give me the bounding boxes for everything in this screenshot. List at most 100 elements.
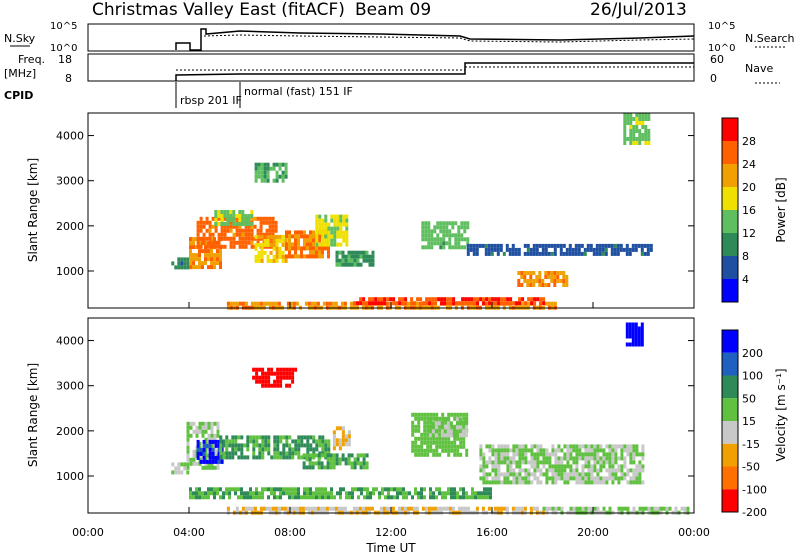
heatmap-cell <box>448 241 452 246</box>
heatmap-cell <box>445 233 449 238</box>
heatmap-cell <box>312 234 315 239</box>
heatmap-cell <box>632 480 636 485</box>
heatmap-cell <box>238 240 242 245</box>
heatmap-cell <box>423 412 427 417</box>
heatmap-cell <box>273 371 277 376</box>
y-tick-label: 4000 <box>56 335 84 348</box>
heatmap-cell <box>229 218 233 222</box>
heatmap-cell <box>303 254 306 259</box>
heatmap-cell <box>238 222 242 226</box>
heatmap-cell <box>395 301 399 306</box>
heatmap-cell <box>214 214 218 218</box>
heatmap-cell <box>252 375 256 380</box>
heatmap-cell <box>339 491 342 496</box>
heatmap-cell <box>241 506 245 511</box>
heatmap-cell <box>356 457 360 462</box>
heatmap-cell <box>387 495 390 500</box>
heatmap-cell <box>246 491 249 496</box>
heatmap-cell <box>556 275 560 279</box>
heatmap-cell <box>297 447 301 452</box>
heatmap-cell <box>629 129 633 133</box>
heatmap-cell <box>447 436 451 441</box>
heatmap-cell <box>421 237 425 242</box>
heatmap-cell <box>509 468 513 473</box>
heatmap-cell <box>566 480 570 485</box>
heatmap-cell <box>331 301 335 306</box>
heatmap-cell <box>451 225 455 230</box>
heatmap-cell <box>330 234 334 239</box>
heatmap-cell <box>683 506 687 511</box>
heatmap-cell <box>247 222 251 226</box>
heatmap-cell <box>229 244 233 249</box>
heatmap-cell <box>196 228 200 233</box>
heatmap-cell <box>433 241 437 246</box>
heatmap-cell <box>515 476 519 481</box>
colorbar-tick-label: 15 <box>742 415 756 428</box>
cpid-mode-1: rbsp 201 IF <box>180 94 242 107</box>
heatmap-cell <box>641 444 645 449</box>
heatmap-cell <box>231 455 235 460</box>
heatmap-cell <box>318 226 322 231</box>
heatmap-cell <box>339 487 342 492</box>
heatmap-cell <box>414 428 418 433</box>
colorbar-tick-label: -200 <box>742 506 767 519</box>
heatmap-cell <box>503 472 507 477</box>
heatmap-cell <box>214 228 218 233</box>
heatmap-cell <box>213 449 217 454</box>
heatmap-cell <box>444 491 447 496</box>
heatmap-cell <box>246 447 250 452</box>
heatmap-cell <box>457 506 461 511</box>
heatmap-cell <box>634 243 638 248</box>
heatmap-cell <box>491 444 495 449</box>
heatmap-cell <box>347 262 351 267</box>
heatmap-cell <box>593 468 597 473</box>
heatmap-cell <box>226 236 230 241</box>
heatmap-cell <box>419 297 423 302</box>
heatmap-cell <box>637 338 641 343</box>
heatmap-cell <box>335 258 339 263</box>
heatmap-cell <box>368 258 372 263</box>
heatmap-cell <box>629 137 633 141</box>
heatmap-cell <box>461 421 465 426</box>
heatmap-cell <box>250 214 254 218</box>
heatmap-cell <box>183 257 187 262</box>
heatmap-cell <box>263 174 267 179</box>
heatmap-cell <box>488 444 492 449</box>
heatmap-cell <box>237 447 241 452</box>
heatmap-cell <box>338 258 342 263</box>
colorbar-block <box>722 375 738 399</box>
heatmap-cell <box>550 271 554 275</box>
heatmap-cell <box>457 241 461 246</box>
velocity-ylabel: Slant Range [km] <box>26 363 40 467</box>
heatmap-cell <box>426 424 430 429</box>
heatmap-cell <box>303 234 306 239</box>
heatmap-cell <box>527 460 531 465</box>
heatmap-cell <box>249 435 253 440</box>
heatmap-cell <box>401 297 405 302</box>
heatmap-cell <box>463 237 467 242</box>
heatmap-cell <box>526 283 530 287</box>
heatmap-cell <box>497 480 501 485</box>
colorbar-block <box>722 398 738 422</box>
heatmap-cell <box>563 452 567 457</box>
heatmap-cell <box>360 491 363 496</box>
heatmap-cell <box>497 297 501 302</box>
heatmap-cell <box>431 421 435 426</box>
colorbar-tick-label: -50 <box>742 461 760 474</box>
colorbar-block <box>722 421 738 444</box>
heatmap-cell <box>491 480 495 485</box>
heatmap-cell <box>289 506 293 511</box>
heatmap-cell <box>587 464 591 469</box>
heatmap-cell <box>536 452 540 457</box>
heatmap-cell <box>279 375 283 380</box>
heatmap-cell <box>515 464 519 469</box>
heatmap-cell <box>595 251 599 256</box>
velocity-xticks: 00:00 04:00 08:00 12:00 16:00 20:00 00:00 <box>72 302 710 539</box>
heatmap-cell <box>497 464 501 469</box>
heatmap-cell <box>273 379 277 384</box>
heatmap-cell <box>281 178 285 183</box>
heatmap-cell <box>266 258 270 263</box>
heatmap-cell <box>353 457 357 462</box>
heatmap-cell <box>472 251 476 256</box>
heatmap-cell <box>530 448 534 453</box>
